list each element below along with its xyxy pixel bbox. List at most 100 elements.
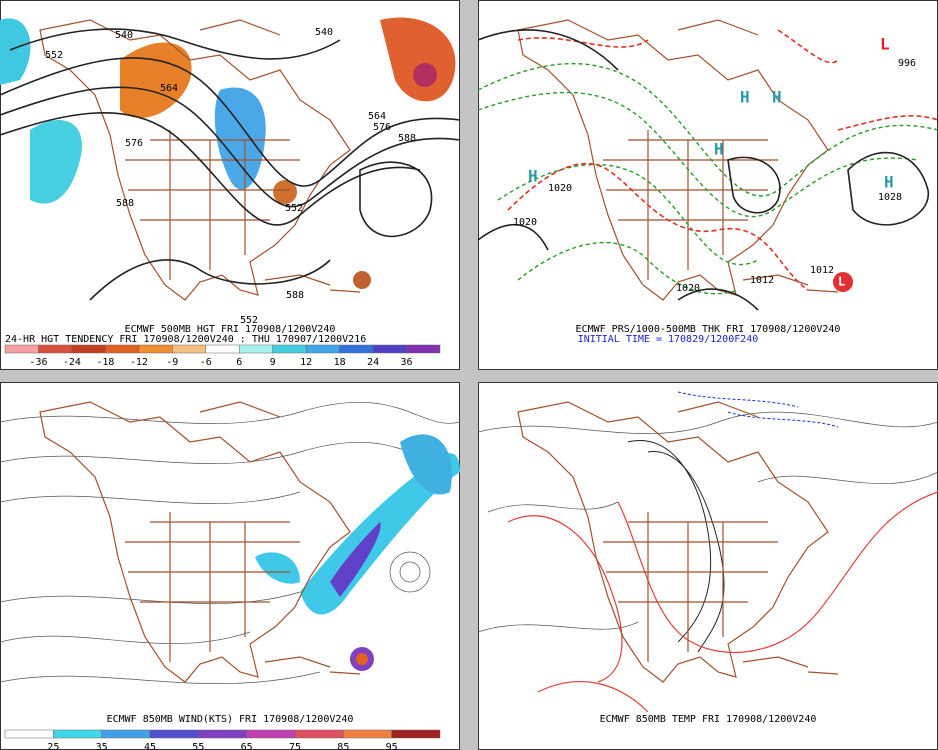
colorbar-swatch xyxy=(38,344,73,354)
colorbar-label: 24 xyxy=(367,357,379,368)
contour-label: 540 xyxy=(115,30,133,41)
thickness-contour xyxy=(517,29,839,64)
colorbar-label: 75 xyxy=(289,742,301,750)
colorbar-swatch xyxy=(339,344,374,354)
height-contour xyxy=(89,161,433,301)
colorbar-label: 65 xyxy=(241,742,253,750)
colorbar-label: -9 xyxy=(166,357,178,368)
tendency-area xyxy=(273,180,297,204)
contour-label: 576 xyxy=(373,122,391,133)
map-title: ECMWF 500MB HGT FRI 170908/1200V240 xyxy=(125,324,336,335)
isobar-label: 1028 xyxy=(878,192,902,203)
contour-label: 552 xyxy=(240,315,258,326)
high-label: H xyxy=(714,140,724,159)
colorbar-label: -36 xyxy=(29,357,47,368)
colorbar-swatch xyxy=(105,344,140,354)
colorbar-swatch xyxy=(343,729,392,739)
panel-frame xyxy=(478,0,938,370)
colorbar-label: 95 xyxy=(386,742,398,750)
contour-label: 588 xyxy=(116,198,134,209)
thickness-contour xyxy=(497,163,759,266)
map-title: ECMWF 850MB WIND(KTS) FRI 170908/1200V24… xyxy=(107,714,354,725)
colorbar-swatch xyxy=(138,344,173,354)
tendency-area xyxy=(0,18,31,85)
tendency-area xyxy=(413,63,437,87)
colorbar-swatch xyxy=(391,729,441,739)
tendency-area xyxy=(30,120,82,204)
colorbar-swatch xyxy=(172,344,207,354)
colorbar-label: -24 xyxy=(63,357,81,368)
panel-temp: ECMWF 850MB TEMP FRI 170908/1200V240 xyxy=(477,382,938,750)
map-title: ECMWF PRS/1000-500MB THK FRI 170908/1200… xyxy=(576,324,841,335)
height-contour xyxy=(0,86,461,208)
height-contour xyxy=(0,57,461,187)
panel-wind: ECMWF 850MB WIND(KTS) FRI 170908/1200V24… xyxy=(0,382,461,750)
panel-500mb: 552 540 564 576 588 552 540 564 576 588 … xyxy=(0,0,461,370)
map-title: ECMWF 850MB TEMP FRI 170908/1200V240 xyxy=(600,714,817,725)
colorbar-swatch xyxy=(53,729,102,739)
wind-area xyxy=(356,653,368,665)
panel-frame xyxy=(0,0,460,370)
colorbar-swatch xyxy=(198,729,247,739)
contour-label: 564 xyxy=(160,83,178,94)
colorbar-swatch xyxy=(294,729,344,739)
colorbar-swatch xyxy=(272,344,307,354)
colorbar-swatch xyxy=(71,344,106,354)
colorbar: -36 -24 -18 -12 -9 -6 6 9 12 18 24 36 xyxy=(4,344,441,368)
high-label: H xyxy=(884,173,894,192)
temp-contour xyxy=(507,491,938,683)
panel-frame xyxy=(478,382,938,750)
colorbar-swatch xyxy=(372,344,407,354)
contour-label: 576 xyxy=(125,138,143,149)
low-symbol xyxy=(833,272,853,292)
colorbar-swatch xyxy=(205,344,240,354)
isobar xyxy=(477,29,759,311)
wind-area xyxy=(400,434,452,495)
colorbar-label: 12 xyxy=(300,357,312,368)
contour-label: 588 xyxy=(398,133,416,144)
tendency-area xyxy=(353,271,371,289)
isobar-label: 1020 xyxy=(676,283,700,294)
isobar-label: 1020 xyxy=(548,183,572,194)
colorbar-swatch xyxy=(305,344,340,354)
colorbar-label: 35 xyxy=(96,742,108,750)
contour-label: 588 xyxy=(286,290,304,301)
low-label: L xyxy=(880,35,890,54)
contour-label: 540 xyxy=(315,27,333,38)
colorbar-swatch xyxy=(246,729,296,739)
colorbar: 25 35 45 55 65 75 85 95 xyxy=(4,729,441,750)
temp-contour xyxy=(477,411,938,633)
tendency-area xyxy=(214,87,266,190)
colorbar-swatch xyxy=(149,729,199,739)
streamline xyxy=(399,561,421,583)
map-subtitle: INITIAL TIME = 170829/1200F240 xyxy=(578,334,759,345)
height-contour xyxy=(9,28,341,60)
isobar-label: 1012 xyxy=(750,275,774,286)
streamline xyxy=(0,402,461,684)
colorbar-label: -12 xyxy=(130,357,148,368)
panel-pressure: H H H H H L L 1020 1012 1028 996 1020 10… xyxy=(477,0,938,370)
colorbar-swatch xyxy=(406,344,441,354)
colorbar-label: 6 xyxy=(236,357,242,368)
colorbar-swatch xyxy=(101,729,151,739)
colorbar-swatch xyxy=(4,729,54,739)
map-subtitle: 24-HR HGT TENDENCY FRI 170908/1200V240 :… xyxy=(5,334,366,345)
thickness-contour xyxy=(517,241,739,295)
wind-area xyxy=(255,552,300,584)
streamline xyxy=(389,551,431,593)
colorbar-swatch xyxy=(238,344,273,354)
contour-label: 552 xyxy=(285,203,303,214)
colorbar-label: -18 xyxy=(96,357,114,368)
contour-label: 564 xyxy=(368,111,386,122)
colorbar-label: 45 xyxy=(144,742,156,750)
isobar-label: 996 xyxy=(898,58,916,69)
height-contour xyxy=(0,112,421,226)
high-label: H xyxy=(772,88,782,107)
colorbar-label: 85 xyxy=(337,742,349,750)
thickness-contour xyxy=(507,115,938,291)
tendency-area xyxy=(380,17,456,102)
high-label: H xyxy=(740,88,750,107)
temp-contour xyxy=(537,681,649,713)
isobar-label: 1020 xyxy=(513,217,537,228)
